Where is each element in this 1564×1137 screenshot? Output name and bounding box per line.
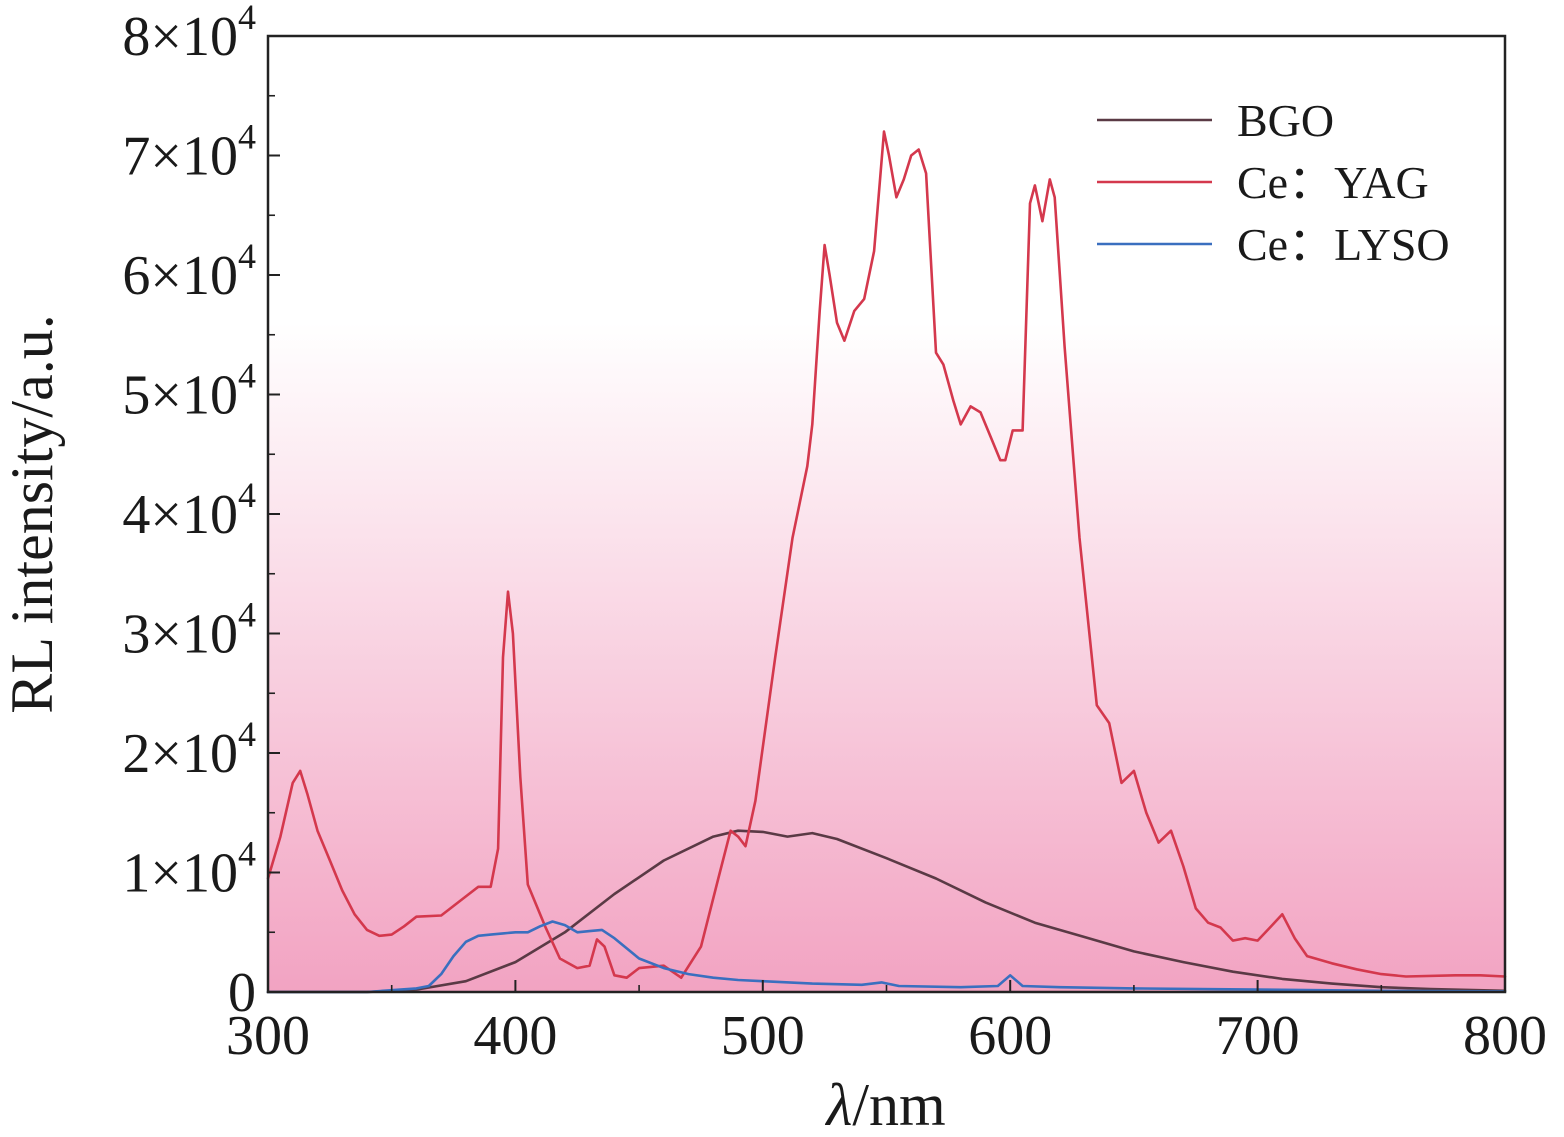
legend: BGO Ce：YAG Ce：LYSO: [1097, 95, 1450, 270]
x-tick-label: 500: [721, 1005, 805, 1067]
x-tick-label: 800: [1463, 1005, 1547, 1067]
y-tick-label: 1×104: [122, 834, 256, 905]
x-axis-title: λ/nm: [824, 1072, 945, 1137]
y-axis-title: RL intensity/a.u.: [0, 314, 65, 713]
series-layer: [266, 130, 1507, 994]
x-tick-label: 300: [226, 1005, 310, 1067]
x-tick-label: 600: [968, 1005, 1052, 1067]
y-tick-label: 4×104: [122, 475, 256, 546]
y-tick-label: 0: [228, 962, 256, 1024]
y-tick-label: 7×104: [122, 117, 256, 188]
legend-label-2: Ce：LYSO: [1237, 219, 1450, 270]
series-line-2: [266, 920, 1507, 994]
y-tick-label: 2×104: [122, 714, 256, 785]
plot-background: [268, 36, 1505, 992]
series-line-1: [266, 130, 1507, 979]
x-tick-label: 700: [1216, 1005, 1300, 1067]
x-tick-label: 400: [473, 1005, 557, 1067]
legend-label-0: BGO: [1237, 95, 1334, 146]
y-tick-label: 5×104: [122, 356, 256, 427]
legend-label-1: Ce：YAG: [1237, 157, 1429, 208]
y-tick-label: 8×104: [122, 0, 256, 68]
y-tick-label: 6×104: [122, 236, 256, 307]
x-axis-ticks: 300 400 500 600 700 800: [226, 980, 1547, 1067]
y-axis-ticks: 0 1×104 2×104 3×104 4×104 5×104 6×104 7×104 8×10…: [122, 0, 280, 1024]
y-tick-label: 3×104: [122, 595, 256, 666]
series-line-0: [266, 829, 1507, 994]
